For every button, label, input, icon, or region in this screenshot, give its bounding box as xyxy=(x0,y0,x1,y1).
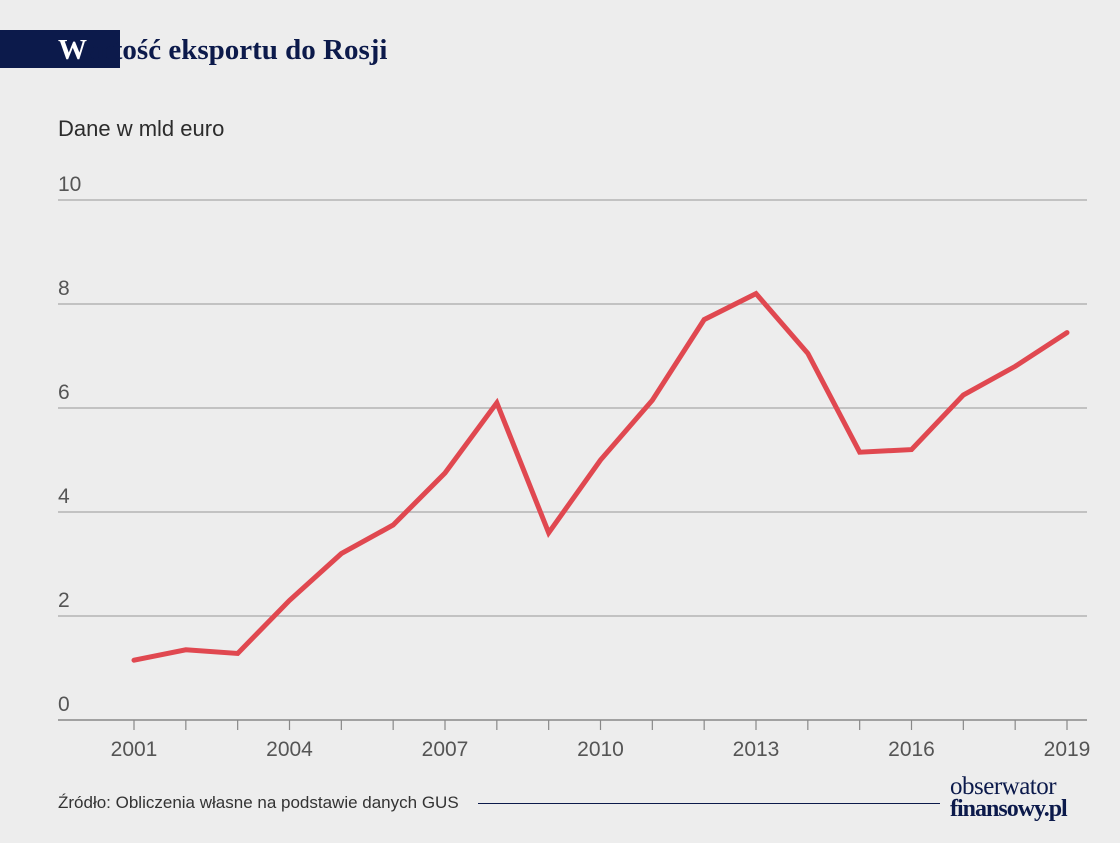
series-line xyxy=(131,290,1070,663)
x-tick-label: 2019 xyxy=(1044,738,1091,761)
y-tick-label: 6 xyxy=(58,381,70,404)
x-tick-label: 2004 xyxy=(266,738,313,761)
footer-divider xyxy=(478,803,940,804)
y-tick-label: 10 xyxy=(58,173,81,196)
x-tick-label: 2001 xyxy=(111,738,158,761)
x-axis: 2001 2004 2007 2010 2013 2016 2019 xyxy=(58,719,1091,761)
grid-lines xyxy=(58,199,1087,617)
y-tick-label: 2 xyxy=(58,589,70,612)
logo-line-2: finansowy.pl xyxy=(950,796,1068,822)
y-tick-label: 8 xyxy=(58,277,70,300)
logo-line-1: obserwator xyxy=(950,773,1057,800)
title-rest: artość eksportu do Rosji xyxy=(85,34,388,66)
title-first-letter: W xyxy=(58,34,86,66)
x-tick-label: 2007 xyxy=(422,738,469,761)
y-tick-label: 4 xyxy=(58,485,70,508)
series-layer xyxy=(131,290,1070,663)
title-accent-bar xyxy=(0,30,120,68)
y-tick-label: 0 xyxy=(58,693,70,716)
x-tick-label: 2010 xyxy=(577,738,624,761)
publisher-logo: obserwator finansowy.pl xyxy=(950,773,1068,822)
chart-title: Wartość eksportu do Rosji xyxy=(58,30,388,68)
source-note: Źródło: Obliczenia własne na podstawie d… xyxy=(58,793,459,812)
x-tick-label: 2016 xyxy=(888,738,935,761)
y-unit-label: Dane w mld euro xyxy=(58,116,225,141)
y-tick-labels: 0 2 4 6 8 10 xyxy=(58,173,81,716)
x-tick-label: 2013 xyxy=(733,738,780,761)
